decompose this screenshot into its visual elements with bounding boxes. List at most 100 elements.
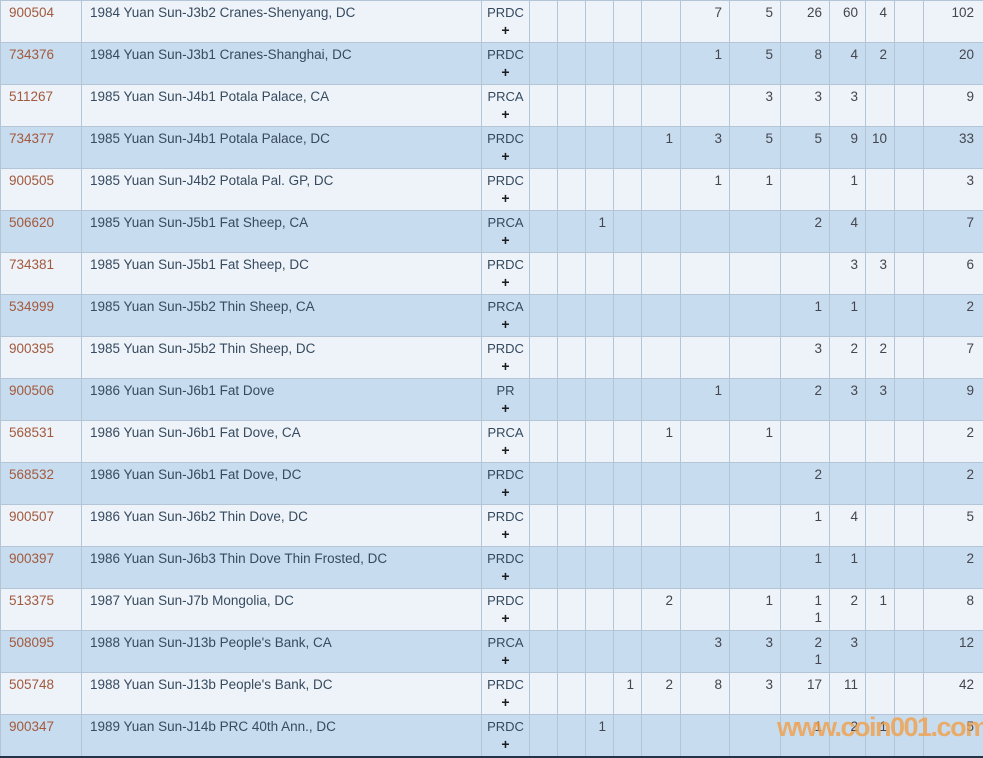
- total-cell: 42: [923, 672, 983, 715]
- count-cell: 3: [729, 672, 781, 715]
- count-cell: [641, 504, 681, 547]
- count-cell: 1: [680, 168, 730, 211]
- cert-id-link[interactable]: 900504: [0, 0, 82, 43]
- cert-id-link[interactable]: 508095: [0, 630, 82, 673]
- count-cell: 3: [780, 84, 830, 127]
- count-cell: [865, 630, 895, 673]
- count-cell: [680, 714, 730, 757]
- count-cell: [529, 126, 558, 169]
- grade-label: PRDC: [487, 719, 524, 734]
- count-cell: [613, 294, 642, 337]
- expand-plus-button[interactable]: +: [501, 274, 510, 291]
- count-cell: [585, 588, 614, 631]
- cert-id-link[interactable]: 511267: [0, 84, 82, 127]
- expand-plus-button[interactable]: +: [501, 190, 510, 207]
- count-cell: [613, 210, 642, 253]
- coin-description: 1988 Yuan Sun-J13b People's Bank, DC: [81, 672, 482, 715]
- cert-id-link[interactable]: 506620: [0, 210, 82, 253]
- expand-plus-button[interactable]: +: [501, 400, 510, 417]
- table-row: 900395 1985 Yuan Sun-J5b2 Thin Sheep, DC P…: [0, 336, 983, 379]
- expand-plus-button[interactable]: +: [501, 232, 510, 249]
- expand-plus-button[interactable]: +: [501, 64, 510, 81]
- total-cell: 8: [923, 588, 983, 631]
- total-cell: 3: [923, 168, 983, 211]
- count-cell: 3: [729, 84, 781, 127]
- count-cell: [529, 378, 558, 421]
- count-cell: 1: [780, 714, 830, 757]
- expand-plus-button[interactable]: +: [501, 358, 510, 375]
- cert-id-link[interactable]: 534999: [0, 294, 82, 337]
- cert-id-link[interactable]: 900347: [0, 714, 82, 757]
- expand-plus-button[interactable]: +: [501, 736, 510, 753]
- count-cell: [585, 630, 614, 673]
- cert-id-link[interactable]: 513375: [0, 588, 82, 631]
- count-cell: [894, 168, 924, 211]
- count-cell: [557, 294, 586, 337]
- expand-plus-button[interactable]: +: [501, 652, 510, 669]
- expand-plus-button[interactable]: +: [501, 568, 510, 585]
- count-cell: [613, 504, 642, 547]
- count-cell: [585, 546, 614, 589]
- total-cell: 6: [923, 252, 983, 295]
- expand-plus-button[interactable]: +: [501, 148, 510, 165]
- expand-plus-button[interactable]: +: [501, 610, 510, 627]
- grade-label: PRDC: [487, 257, 524, 272]
- cert-id-link[interactable]: 900395: [0, 336, 82, 379]
- count-cell: [680, 546, 730, 589]
- count-cell: [613, 630, 642, 673]
- cert-id-link[interactable]: 900397: [0, 546, 82, 589]
- count-cell: [557, 0, 586, 43]
- count-cell: [894, 336, 924, 379]
- cert-id-link[interactable]: 734377: [0, 126, 82, 169]
- cert-id-link[interactable]: 568532: [0, 462, 82, 505]
- count-cell: 2: [829, 714, 866, 757]
- expand-plus-button[interactable]: +: [501, 22, 510, 39]
- expand-plus-button[interactable]: +: [501, 442, 510, 459]
- count-cell: [557, 210, 586, 253]
- expand-plus-button[interactable]: +: [501, 106, 510, 123]
- grade-cell: PRDC +: [481, 126, 530, 169]
- cert-id-link[interactable]: 900506: [0, 378, 82, 421]
- coin-description: 1986 Yuan Sun-J6b1 Fat Dove: [81, 378, 482, 421]
- count-cell: [585, 378, 614, 421]
- count-cell: [865, 672, 895, 715]
- cert-id-link[interactable]: 900505: [0, 168, 82, 211]
- count-cell: 2: [780, 210, 830, 253]
- coin-description: 1985 Yuan Sun-J4b2 Potala Pal. GP, DC: [81, 168, 482, 211]
- count-cell: 2: [865, 42, 895, 85]
- table-row: 505748 1988 Yuan Sun-J13b People's Bank, …: [0, 672, 983, 715]
- grade-label: PRCA: [487, 425, 524, 440]
- total-cell: 9: [923, 378, 983, 421]
- expand-plus-button[interactable]: +: [501, 316, 510, 333]
- count-cell: [729, 210, 781, 253]
- cert-id-link[interactable]: 505748: [0, 672, 82, 715]
- cert-id-link[interactable]: 734376: [0, 42, 82, 85]
- expand-plus-button[interactable]: +: [501, 526, 510, 543]
- coin-description: 1985 Yuan Sun-J4b1 Potala Palace, CA: [81, 84, 482, 127]
- coin-description: 1986 Yuan Sun-J6b1 Fat Dove, CA: [81, 420, 482, 463]
- count-cell: 8: [680, 672, 730, 715]
- total-cell: 7: [923, 210, 983, 253]
- count-cell: 1: [585, 714, 614, 757]
- count-cell: 5: [729, 0, 781, 43]
- cert-id-link[interactable]: 900507: [0, 504, 82, 547]
- count-cell: [894, 420, 924, 463]
- total-cell: 9: [923, 84, 983, 127]
- expand-plus-button[interactable]: +: [501, 484, 510, 501]
- grade-cell: PRCA +: [481, 84, 530, 127]
- table-row: 568531 1986 Yuan Sun-J6b1 Fat Dove, CA PRC…: [0, 420, 983, 463]
- cert-id-link[interactable]: 734381: [0, 252, 82, 295]
- count-cell: 1: [641, 126, 681, 169]
- coin-description: 1986 Yuan Sun-J6b1 Fat Dove, DC: [81, 462, 482, 505]
- count-cell: [529, 504, 558, 547]
- coin-description: 1988 Yuan Sun-J13b People's Bank, CA: [81, 630, 482, 673]
- expand-plus-button[interactable]: +: [501, 694, 510, 711]
- count-cell: [613, 252, 642, 295]
- cert-id-link[interactable]: 568531: [0, 420, 82, 463]
- count-cell: 1: [829, 294, 866, 337]
- grade-label: PRCA: [487, 89, 524, 104]
- count-cell: [529, 294, 558, 337]
